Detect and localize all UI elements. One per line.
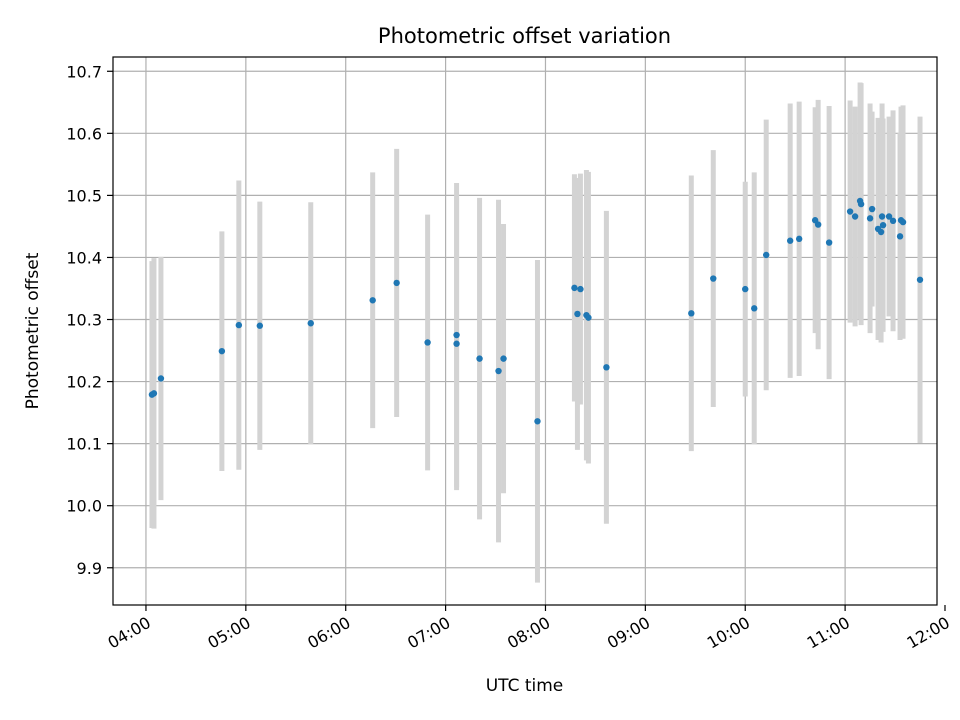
data-point (868, 205, 876, 213)
data-point (889, 217, 897, 225)
data-point (150, 390, 158, 397)
data-point (857, 200, 865, 208)
y-tick-label: 10.6 (66, 124, 102, 143)
data-point (235, 321, 243, 329)
data-point (218, 347, 226, 355)
data-point (878, 213, 886, 220)
data-point (916, 276, 924, 283)
y-tick-label: 10.4 (66, 248, 102, 267)
data-point (603, 364, 610, 371)
data-point (453, 340, 460, 347)
plot-frame (112, 56, 938, 606)
data-point (369, 297, 376, 304)
data-point (453, 331, 460, 339)
data-point (534, 418, 541, 425)
y-tick-label: 10.5 (66, 186, 102, 205)
y-tick-label: 10.2 (66, 373, 102, 392)
data-point (393, 279, 400, 287)
data-point (786, 237, 794, 244)
data-point (577, 285, 584, 293)
data-point (157, 375, 165, 382)
data-point (256, 322, 264, 329)
y-tick-label: 10.3 (66, 311, 102, 330)
data-point (877, 228, 885, 236)
data-point (571, 284, 578, 292)
data-point (846, 208, 854, 215)
data-point (307, 320, 314, 327)
data-point (795, 235, 803, 243)
data-point (500, 355, 507, 362)
y-tick-label: 10.1 (66, 435, 102, 454)
y-tick-label: 10.7 (66, 62, 102, 81)
data-point (851, 213, 859, 220)
data-point (495, 367, 502, 375)
grid (113, 57, 937, 605)
x-axis-title: UTC time (486, 676, 564, 696)
data-point (899, 218, 907, 226)
data-point (574, 310, 581, 318)
data-point (879, 221, 887, 229)
data-point (476, 355, 483, 362)
data-points (148, 197, 924, 425)
data-point (742, 285, 749, 293)
data-point (751, 305, 758, 312)
data-point (866, 215, 874, 222)
data-point (825, 239, 833, 246)
data-point (585, 314, 592, 321)
data-point (688, 310, 695, 317)
data-point (896, 233, 904, 240)
data-point (814, 221, 822, 228)
y-axis: 9.9 10.0 10.1 10.2 10.3 10.4 10.5 10.6 10.7 (66, 62, 113, 578)
data-point (424, 339, 431, 346)
data-point (710, 275, 717, 282)
chart-title: Photometric offset variation (378, 24, 671, 48)
data-point (763, 251, 770, 259)
data-point (885, 213, 893, 220)
y-tick-label: 10.0 (66, 497, 102, 516)
y-axis-title: Photometric offset (23, 252, 43, 409)
y-tick-label: 9.9 (77, 559, 102, 578)
